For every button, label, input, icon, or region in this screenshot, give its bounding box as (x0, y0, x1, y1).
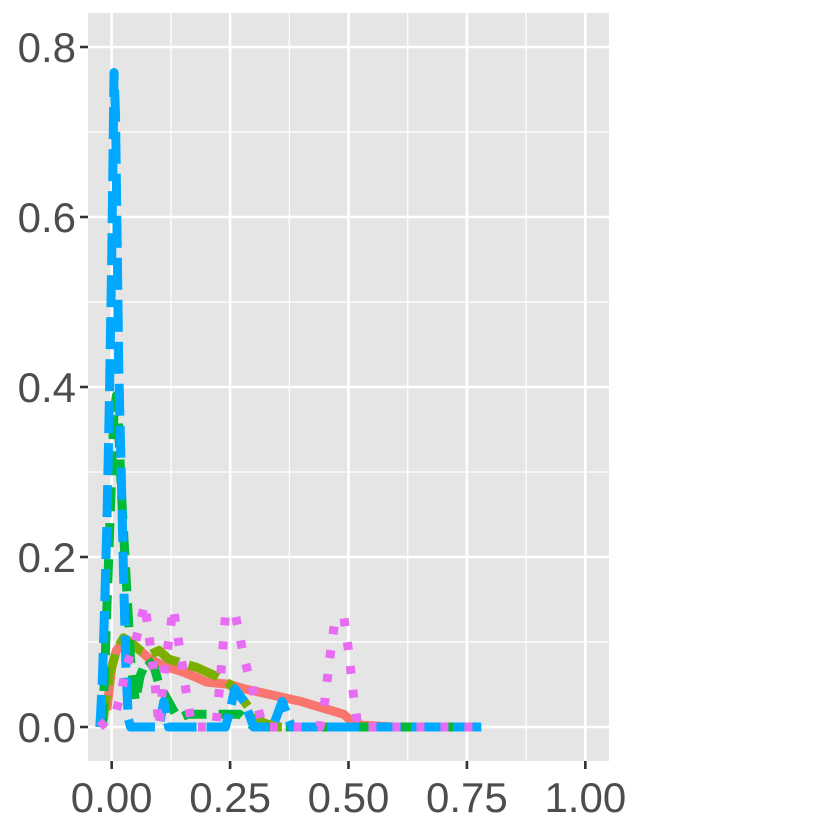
x-tick-label: 1.00 (544, 774, 626, 821)
x-tick-label: 0.00 (71, 774, 153, 821)
x-tick-label: 0.25 (189, 774, 271, 821)
y-axis-tick-labels: 0.0 0.2 0.4 0.6 0.8 (18, 24, 76, 751)
series-layer (95, 68, 482, 732)
x-axis-tick-labels: 0.00 0.25 0.50 0.75 1.00 (71, 774, 626, 821)
series-line-4 (95, 68, 482, 732)
y-tick-label: 0.2 (18, 534, 76, 581)
y-tick-label: 0.4 (18, 364, 76, 411)
axis-ticks (80, 45, 587, 769)
x-tick-label: 0.50 (308, 774, 390, 821)
y-tick-label: 0.6 (18, 194, 76, 241)
y-tick-label: 0.0 (18, 704, 76, 751)
y-tick-label: 0.8 (18, 24, 76, 71)
x-tick-label: 0.75 (426, 774, 508, 821)
